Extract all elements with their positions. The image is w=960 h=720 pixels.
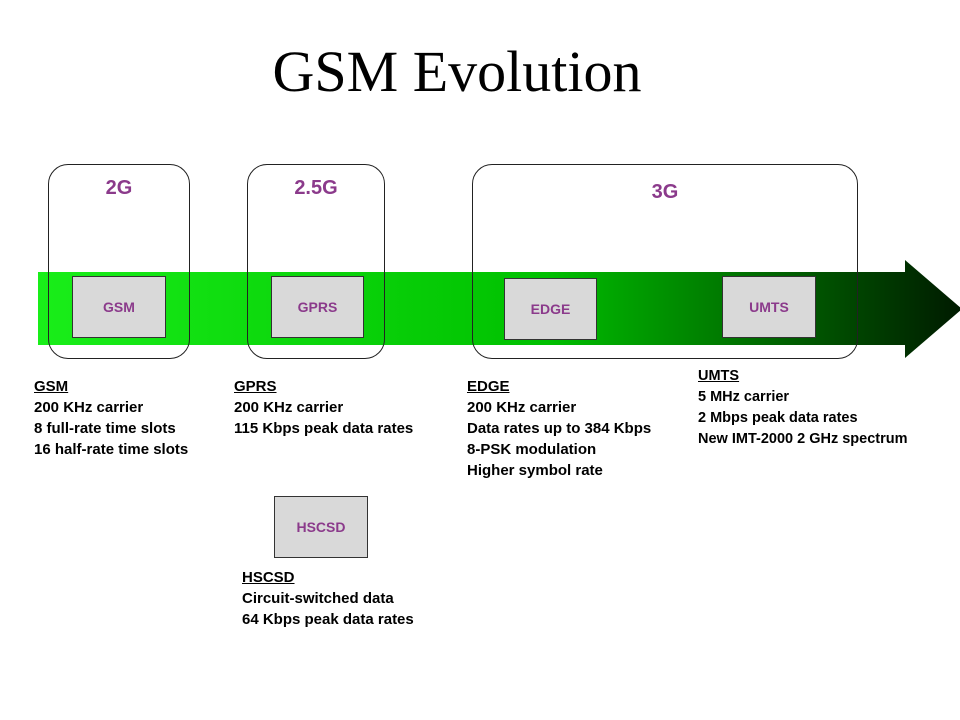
tech-box-gprs-label: GPRS <box>297 299 338 315</box>
description-gprs-line: 115 Kbps peak data rates <box>234 420 414 437</box>
tech-box-gsm-label: GSM <box>103 299 135 315</box>
description-umts-line: 5 MHz carrier <box>698 389 790 405</box>
generation-label-2-5g: 2.5G <box>294 177 338 199</box>
description-umts-line: New IMT-2000 2 GHz spectrum <box>698 431 908 447</box>
page-title: GSM Evolution <box>272 39 642 104</box>
tech-box-hscsd: HSCSD <box>274 496 368 558</box>
generation-frame-2g: 2G <box>48 164 190 359</box>
description-edge-line: Data rates up to 384 Kbps <box>467 420 652 437</box>
description-gprs: GPRS 200 KHz carrier 115 Kbps peak data … <box>234 376 413 439</box>
description-gsm: GSM 200 KHz carrier 8 full-rate time slo… <box>34 376 188 460</box>
description-hscsd-heading: HSCSD <box>242 569 295 586</box>
description-umts-line: 2 Mbps peak data rates <box>698 410 858 426</box>
description-gsm-line: 8 full-rate time slots <box>34 420 176 437</box>
description-umts: UMTS 5 MHz carrier 2 Mbps peak data rate… <box>698 366 908 450</box>
description-hscsd: HSCSD Circuit-switched data 64 Kbps peak… <box>242 567 414 630</box>
generation-label-3g: 3G <box>651 181 679 203</box>
generation-label-2g: 2G <box>105 177 133 199</box>
tech-box-umts-label: UMTS <box>749 299 789 315</box>
tech-box-gprs: GPRS <box>271 276 364 338</box>
tech-box-umts: UMTS <box>722 276 816 338</box>
tech-box-hscsd-label: HSCSD <box>296 519 346 535</box>
generation-frame-2-5g: 2.5G <box>247 164 385 359</box>
description-edge: EDGE 200 KHz carrier Data rates up to 38… <box>467 376 651 481</box>
description-hscsd-line: Circuit-switched data <box>242 590 394 607</box>
description-edge-line: 200 KHz carrier <box>467 399 577 416</box>
tech-box-edge-label: EDGE <box>530 301 571 317</box>
description-gprs-line: 200 KHz carrier <box>234 399 344 416</box>
description-gsm-line: 200 KHz carrier <box>34 399 144 416</box>
description-edge-line: 8-PSK modulation <box>467 441 597 458</box>
description-gprs-heading: GPRS <box>234 378 277 395</box>
description-edge-heading: EDGE <box>467 378 510 395</box>
description-umts-heading: UMTS <box>698 368 740 384</box>
description-hscsd-line: 64 Kbps peak data rates <box>242 611 414 628</box>
description-gsm-line: 16 half-rate time slots <box>34 441 189 458</box>
generation-frame-3g: 3G <box>472 164 858 359</box>
description-gsm-heading: GSM <box>34 378 69 395</box>
description-edge-line: Higher symbol rate <box>467 462 603 479</box>
tech-box-gsm: GSM <box>72 276 166 338</box>
tech-box-edge: EDGE <box>504 278 597 340</box>
